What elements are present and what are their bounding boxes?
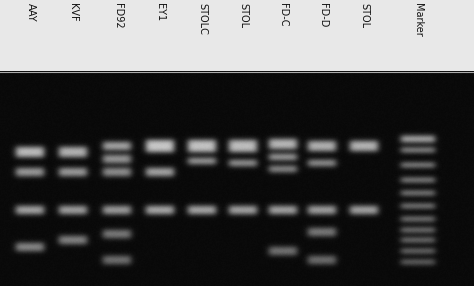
Text: STOL: STOL: [238, 3, 248, 28]
Text: Marker: Marker: [413, 3, 423, 37]
Text: FD-C: FD-C: [278, 3, 289, 26]
Text: AAY: AAY: [26, 3, 36, 21]
Text: STOLC: STOLC: [197, 3, 208, 35]
Text: KVF: KVF: [68, 3, 79, 21]
Text: STOL: STOL: [359, 3, 369, 28]
Text: FD-D: FD-D: [318, 3, 328, 27]
Text: FD92: FD92: [112, 3, 123, 29]
Text: EY1: EY1: [155, 3, 165, 21]
